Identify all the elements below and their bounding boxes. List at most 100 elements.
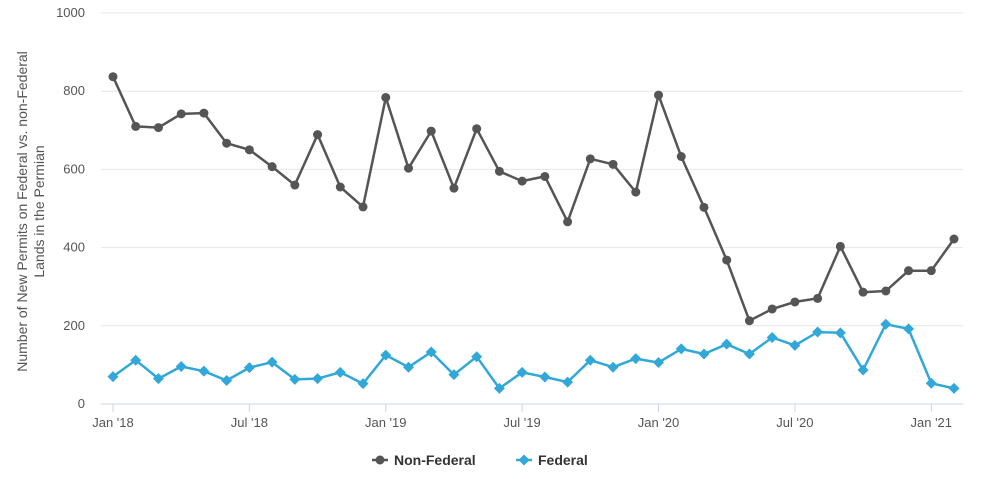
y-tick-label: 1000: [56, 5, 85, 20]
data-point[interactable]: [834, 327, 846, 339]
data-point[interactable]: [766, 332, 778, 344]
data-point[interactable]: [176, 109, 186, 119]
series-line: [112, 322, 955, 390]
data-point[interactable]: [403, 163, 413, 173]
x-tick-label: Jul '20: [776, 415, 813, 430]
data-point[interactable]: [903, 323, 915, 335]
data-point[interactable]: [813, 293, 823, 303]
data-point[interactable]: [563, 217, 573, 227]
data-point[interactable]: [198, 365, 210, 377]
series-federal: [107, 318, 960, 394]
data-point[interactable]: [653, 357, 665, 369]
data-point[interactable]: [721, 338, 733, 350]
data-point[interactable]: [676, 151, 686, 161]
y-tick-label: 200: [63, 318, 85, 333]
data-point[interactable]: [904, 266, 914, 276]
data-point[interactable]: [153, 123, 163, 133]
data-point[interactable]: [449, 183, 459, 193]
data-point[interactable]: [789, 339, 801, 351]
y-axis-title: Number of New Permits on Federal vs. non…: [14, 51, 47, 372]
data-point[interactable]: [152, 373, 164, 385]
data-point[interactable]: [335, 182, 345, 192]
data-point[interactable]: [266, 356, 278, 368]
data-point[interactable]: [221, 375, 233, 387]
data-point[interactable]: [925, 377, 937, 389]
data-point[interactable]: [494, 166, 504, 176]
data-point[interactable]: [608, 159, 618, 169]
legend: Non-Federal Federal: [372, 452, 588, 468]
data-point[interactable]: [858, 287, 868, 297]
data-point[interactable]: [107, 371, 119, 383]
data-point[interactable]: [402, 361, 414, 373]
data-point[interactable]: [790, 297, 800, 307]
data-point[interactable]: [313, 130, 323, 140]
data-point[interactable]: [380, 349, 392, 361]
data-point[interactable]: [540, 171, 550, 181]
data-point[interactable]: [630, 353, 642, 365]
y-tick-label: 0: [78, 396, 85, 411]
data-point[interactable]: [448, 369, 460, 381]
data-point[interactable]: [243, 362, 255, 374]
data-point[interactable]: [812, 326, 824, 338]
data-point[interactable]: [131, 121, 141, 131]
data-point[interactable]: [607, 361, 619, 373]
series-line: [111, 76, 956, 322]
data-point[interactable]: [881, 286, 891, 296]
data-point[interactable]: [516, 366, 528, 378]
data-point[interactable]: [699, 202, 709, 212]
data-point[interactable]: [289, 373, 301, 385]
data-point[interactable]: [835, 241, 845, 251]
data-point[interactable]: [244, 145, 254, 155]
data-point[interactable]: [675, 343, 687, 355]
y-axis-title-line: Number of New Permits on Federal vs. non…: [14, 51, 30, 372]
data-point[interactable]: [743, 348, 755, 360]
data-point[interactable]: [562, 376, 574, 388]
data-point[interactable]: [199, 108, 209, 118]
data-point[interactable]: [267, 162, 277, 172]
data-point[interactable]: [926, 266, 936, 276]
data-point[interactable]: [334, 366, 346, 378]
legend-marker: [375, 455, 385, 465]
data-point[interactable]: [857, 364, 869, 376]
data-point[interactable]: [471, 351, 483, 363]
data-point[interactable]: [722, 255, 732, 265]
data-point[interactable]: [698, 348, 710, 360]
legend-item[interactable]: Non-Federal: [372, 452, 476, 468]
data-point[interactable]: [517, 176, 527, 186]
data-point[interactable]: [767, 304, 777, 314]
data-point[interactable]: [654, 90, 664, 100]
x-tick-label: Jul '19: [504, 415, 541, 430]
data-point[interactable]: [357, 378, 369, 390]
data-point[interactable]: [948, 382, 960, 394]
data-point[interactable]: [108, 72, 118, 82]
data-point[interactable]: [175, 360, 187, 372]
data-point[interactable]: [631, 187, 641, 197]
data-point[interactable]: [381, 92, 391, 102]
series-layer: [107, 72, 960, 394]
data-point[interactable]: [539, 371, 551, 383]
data-point[interactable]: [585, 154, 595, 164]
x-tick-label: Jan '19: [365, 415, 407, 430]
data-point[interactable]: [312, 373, 324, 385]
data-point[interactable]: [949, 234, 959, 244]
data-point[interactable]: [130, 354, 142, 366]
data-point[interactable]: [584, 354, 596, 366]
data-point[interactable]: [358, 202, 368, 212]
legend-label: Federal: [538, 452, 588, 468]
grid-lines: [101, 12, 963, 327]
data-point[interactable]: [290, 180, 300, 190]
data-point[interactable]: [472, 124, 482, 134]
data-point[interactable]: [493, 382, 505, 394]
legend-item[interactable]: Federal: [516, 452, 588, 468]
data-point[interactable]: [426, 126, 436, 136]
x-tick-label: Jan '20: [638, 415, 680, 430]
data-point[interactable]: [425, 346, 437, 358]
data-point[interactable]: [880, 318, 892, 330]
x-tick-label: Jul '18: [231, 415, 268, 430]
data-point[interactable]: [744, 316, 754, 326]
y-tick-label: 600: [63, 161, 85, 176]
data-point[interactable]: [222, 138, 232, 148]
legend-marker: [518, 454, 530, 466]
